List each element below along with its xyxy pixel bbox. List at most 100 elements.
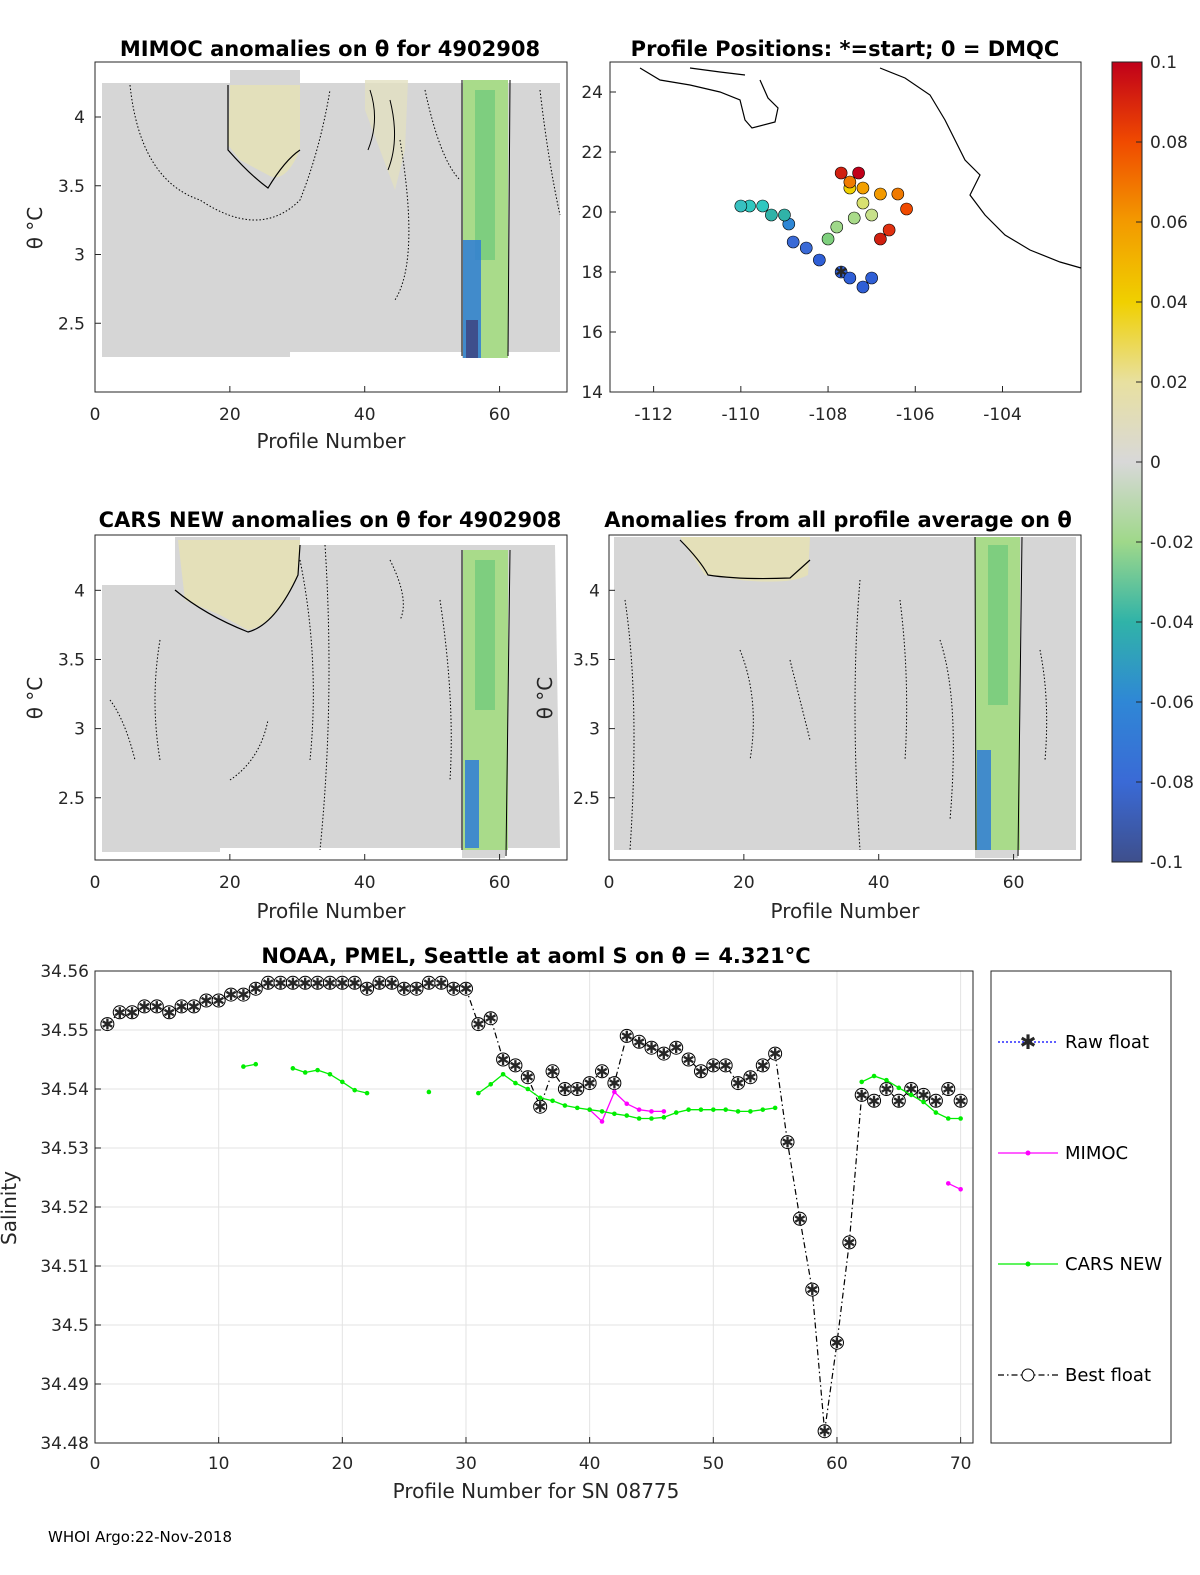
raw-float-marker: ✱ bbox=[818, 1423, 831, 1441]
raw-float-marker: ✱ bbox=[163, 1004, 176, 1022]
raw-float-marker: ✱ bbox=[299, 974, 312, 992]
positions-panel: Profile Positions: *=start; 0 = DMQC ✱ -… bbox=[581, 37, 1082, 425]
salinity-chart: NOAA, PMEL, Seattle at aoml S on θ = 4.3… bbox=[0, 944, 974, 1503]
raw-float-marker: ✱ bbox=[274, 974, 287, 992]
best-float-marker bbox=[545, 1064, 560, 1079]
raw-float-marker: ✱ bbox=[732, 1075, 745, 1093]
salinity-xtick-label: 0 bbox=[90, 1454, 101, 1474]
raw-float-marker: ✱ bbox=[695, 1063, 708, 1081]
profile-position-marker bbox=[821, 232, 835, 246]
colorbar-tick-label: 0.06 bbox=[1150, 213, 1188, 233]
cars-title: CARS NEW anomalies on θ for 4902908 bbox=[99, 508, 562, 532]
raw-float-marker: ✱ bbox=[423, 974, 436, 992]
best-float-marker bbox=[792, 1211, 807, 1226]
colorbar-tick-label: -0.08 bbox=[1150, 773, 1194, 793]
cars-new-point bbox=[364, 1090, 370, 1096]
raw-float-marker: ✱ bbox=[633, 1033, 646, 1051]
best-float-marker bbox=[731, 1076, 746, 1091]
cars-ytick-label: 2.5 bbox=[58, 789, 85, 809]
best-float-marker bbox=[384, 975, 399, 990]
raw-float-marker: ✱ bbox=[546, 1063, 559, 1081]
best-float-marker bbox=[471, 1017, 486, 1032]
cars-new-point bbox=[612, 1111, 617, 1117]
raw-float-marker: ✱ bbox=[719, 1057, 732, 1075]
best-float-marker bbox=[607, 1076, 622, 1091]
positions-xticks: -112 -110 -108 -106 -104 bbox=[634, 386, 1022, 425]
mimoc-point bbox=[661, 1109, 667, 1114]
mimoc-warm-patch-2 bbox=[365, 80, 408, 190]
salinity-yticks: 34.56 34.55 34.54 34.53 34.52 34.51 34.5 34.49 3… bbox=[40, 962, 101, 1454]
cars-new-point bbox=[352, 1087, 357, 1093]
mimoc-title: MIMOC anomalies on θ for 4902908 bbox=[120, 37, 540, 61]
best-float-marker bbox=[693, 1064, 708, 1079]
profile-position-marker bbox=[865, 271, 878, 285]
profile-position-marker bbox=[734, 199, 748, 213]
mimoc-xlabel: Profile Number bbox=[257, 429, 407, 453]
profile-position-marker bbox=[865, 208, 878, 222]
mimoc-panel: MIMOC anomalies on θ for 4902908 0 20 40 60… bbox=[23, 37, 568, 453]
profile-position-marker bbox=[834, 265, 848, 279]
mimoc-point bbox=[624, 1101, 630, 1107]
colorbar-tick-label: -0.06 bbox=[1150, 693, 1194, 713]
profile-position-marker bbox=[856, 196, 870, 210]
colorbar-tick-label: -0.1 bbox=[1150, 853, 1183, 873]
raw-float-marker: ✱ bbox=[497, 1051, 510, 1069]
raw-float-marker: ✱ bbox=[855, 1086, 868, 1104]
raw-float-marker: ✱ bbox=[126, 1004, 139, 1022]
cars-anomaly-core bbox=[475, 560, 495, 710]
cars-new-point bbox=[513, 1080, 518, 1086]
raw-float-marker: ✱ bbox=[905, 1081, 918, 1099]
average-yticks: 4 3.5 3 2.5 bbox=[573, 581, 615, 809]
colorbar-tick-label: 0.04 bbox=[1150, 293, 1188, 313]
average-panel: Anomalies from all profile average on θ … bbox=[533, 508, 1082, 923]
best-float-marker bbox=[669, 1040, 684, 1055]
cars-new-point bbox=[908, 1092, 914, 1098]
colorbar-tick-label: 0 bbox=[1150, 453, 1161, 473]
cars-new-point bbox=[711, 1107, 716, 1112]
cars-new-point bbox=[661, 1115, 667, 1120]
raw-float-marker: ✱ bbox=[744, 1069, 757, 1087]
mimoc-xtick-label: 0 bbox=[90, 405, 101, 425]
cars-new-point bbox=[241, 1064, 246, 1069]
raw-float-marker: ✱ bbox=[175, 998, 188, 1016]
cars-xtick-label: 0 bbox=[90, 873, 101, 893]
salinity-xtick-label: 70 bbox=[950, 1454, 972, 1474]
cars-contour bbox=[174, 544, 301, 633]
cars-new-point bbox=[884, 1077, 889, 1083]
mimoc-point bbox=[636, 1107, 642, 1112]
avg-xtick-label: 40 bbox=[868, 873, 890, 893]
best-float-marker bbox=[718, 1058, 733, 1073]
raw-float-marker: ✱ bbox=[756, 1057, 769, 1075]
salinity-ytick-label: 34.49 bbox=[40, 1375, 89, 1395]
colorbar-tick-label: -0.02 bbox=[1150, 533, 1194, 553]
positions-ytick-label: 20 bbox=[581, 203, 603, 223]
profile-position-marker bbox=[778, 208, 791, 222]
legend-raw-float-marker: ✱ bbox=[1020, 1030, 1037, 1054]
raw-float-marker: ✱ bbox=[398, 980, 411, 998]
footer-text: WHOI Argo:22-Nov-2018 bbox=[48, 1528, 232, 1546]
salinity-legend: ✱ Raw float MIMOC CARS NEW Best float bbox=[990, 970, 1172, 1444]
cars-new-point bbox=[624, 1113, 630, 1118]
positions-xtick-label: -108 bbox=[809, 405, 848, 425]
cars-new-point bbox=[748, 1109, 753, 1114]
cars-new-point bbox=[945, 1116, 951, 1121]
cars-new-point bbox=[476, 1090, 481, 1096]
raw-float-marker: ✱ bbox=[868, 1092, 881, 1110]
avg-ytick-label: 3.5 bbox=[573, 650, 600, 670]
raw-float-marker: ✱ bbox=[831, 1334, 844, 1352]
mimoc-xtick-label: 20 bbox=[219, 405, 241, 425]
raw-float-marker: ✱ bbox=[385, 974, 398, 992]
colorbar-tick-label: -0.04 bbox=[1150, 613, 1194, 633]
raw-float-marker: ✱ bbox=[534, 1098, 547, 1116]
profile-position-marker bbox=[847, 211, 861, 225]
cars-new-point bbox=[599, 1109, 605, 1114]
raw-float-marker: ✱ bbox=[930, 1092, 943, 1110]
positions-yticks: 24 22 20 18 16 14 bbox=[581, 83, 616, 403]
cars-ylabel: θ °C bbox=[23, 677, 47, 720]
mimoc-zero-contours bbox=[129, 84, 561, 301]
raw-float-marker: ✱ bbox=[484, 1010, 497, 1028]
profile-position-marker bbox=[900, 202, 913, 216]
average-xlabel: Profile Number bbox=[771, 899, 921, 923]
raw-float-marker: ✱ bbox=[348, 974, 361, 992]
mimoc-point bbox=[612, 1089, 617, 1095]
